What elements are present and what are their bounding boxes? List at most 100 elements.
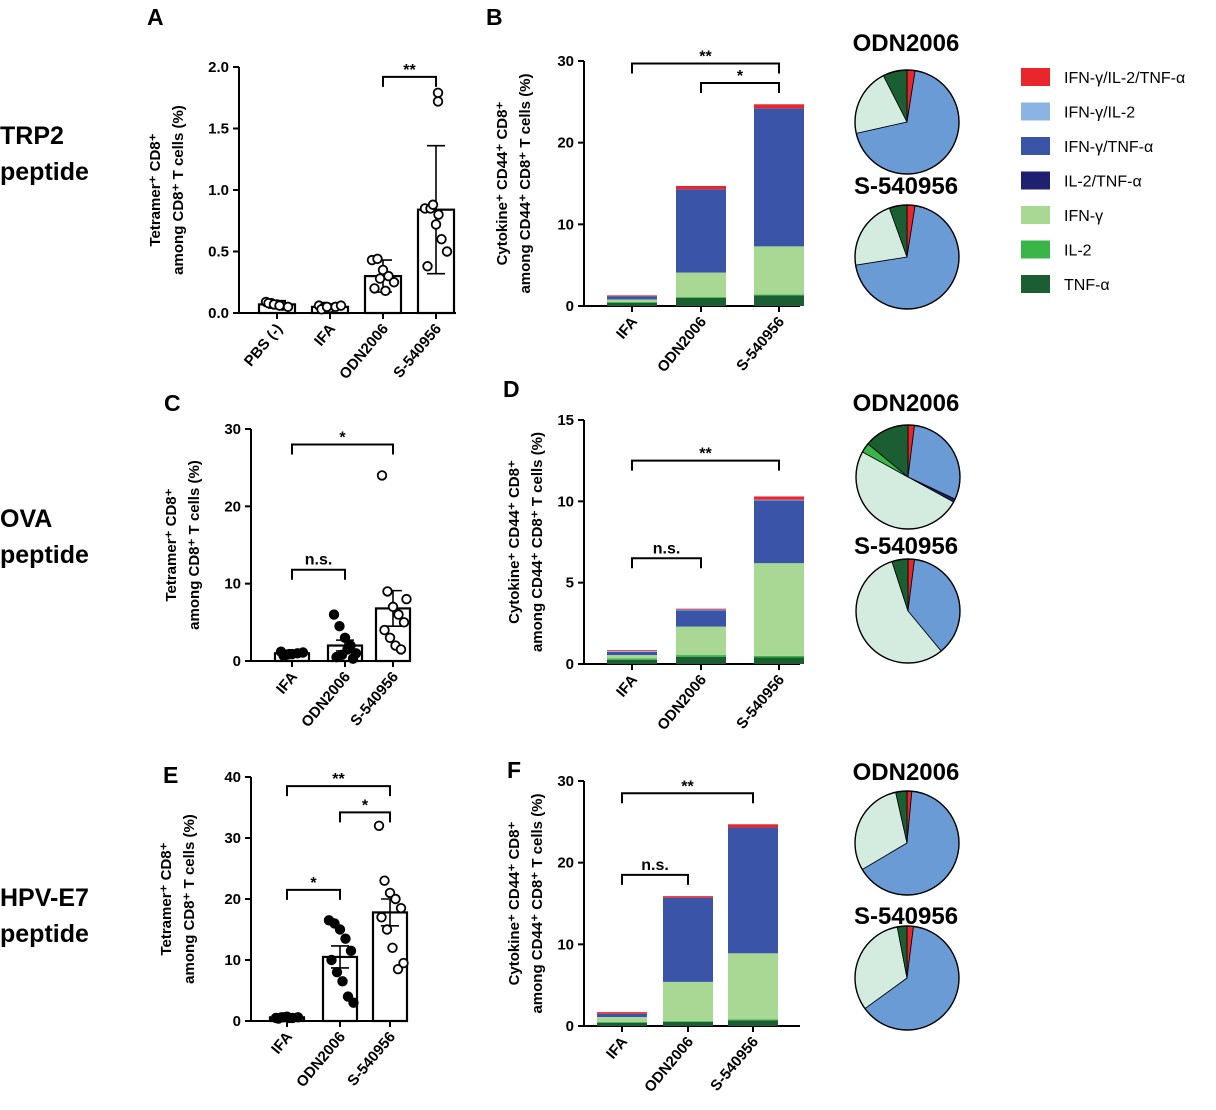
panel-c-significance-label: n.s. bbox=[305, 552, 333, 569]
panel-letter-f: F bbox=[507, 757, 521, 783]
panel-b-stack-segment bbox=[676, 297, 726, 298]
legend-label: TNF-α bbox=[1064, 277, 1110, 294]
panel-d-stack-segment bbox=[754, 657, 804, 664]
panel-c-data-point bbox=[393, 609, 404, 620]
panel-f-stack-segment bbox=[728, 1020, 778, 1026]
panel-b-stack-segment bbox=[607, 301, 657, 303]
panel-a-data-point bbox=[388, 277, 400, 288]
panel-b-stack-segment bbox=[607, 299, 657, 302]
panel-d-cytokine-chart: 0 5 10 15 IFA ODN2006 S-540956 Cytokine⁺ CD44⁺ … bbox=[506, 412, 804, 734]
legend-swatch bbox=[1021, 102, 1050, 121]
panel-a-data-point bbox=[369, 283, 380, 294]
panel-c-data-point bbox=[283, 648, 295, 660]
panel-a-data-point bbox=[274, 300, 285, 311]
panel-d-stack-segment bbox=[676, 609, 726, 611]
panel-b-y-tick-label: 0 bbox=[566, 298, 574, 315]
legend-swatch bbox=[1021, 68, 1050, 86]
panel-c-data-point bbox=[347, 653, 359, 664]
panel-e-significance-label: * bbox=[362, 797, 369, 814]
panel-b-stack-segment bbox=[754, 294, 804, 296]
legend-label: IFN-γ/TNF-α bbox=[1064, 139, 1153, 156]
panel-f-stack-segment bbox=[728, 824, 778, 828]
row-label-trp2: TRP2 bbox=[0, 122, 64, 150]
pie-title: ODN2006 bbox=[853, 759, 960, 786]
panel-b-significance-label: * bbox=[737, 68, 744, 85]
row-label-trp2-sub: peptide bbox=[0, 158, 89, 186]
panel-d-y-tick-label: 10 bbox=[557, 493, 574, 510]
panel-c-data-point bbox=[334, 621, 345, 632]
pie-outline bbox=[854, 69, 960, 175]
pie-title: ODN2006 bbox=[853, 30, 960, 57]
panel-b-category-label: IFA bbox=[613, 314, 641, 343]
panel-b-stack-segment bbox=[754, 104, 804, 109]
panel-f-significance-label: ** bbox=[681, 778, 694, 795]
panel-f-stack-segment bbox=[663, 1021, 713, 1026]
panel-b-stack-segment bbox=[754, 108, 804, 247]
panel-d-significance-label: ** bbox=[699, 446, 712, 463]
panel-c-data-point bbox=[379, 624, 390, 636]
panel-f-y-tick-label: 30 bbox=[557, 773, 574, 790]
panel-a-y-tick-label: 1.0 bbox=[208, 182, 229, 199]
pie-outline bbox=[854, 790, 960, 896]
panel-e-category-label: ODN2006 bbox=[293, 1029, 349, 1091]
panel-f-y-tick-label: 20 bbox=[557, 855, 574, 872]
panel-b-significance-bracket bbox=[631, 62, 780, 74]
panel-letter-a: A bbox=[147, 4, 164, 30]
panel-f-stack-segment bbox=[597, 1017, 647, 1022]
panel-e-data-point bbox=[345, 945, 357, 957]
panel-a-data-point bbox=[436, 233, 447, 245]
legend-label: IL-2 bbox=[1064, 243, 1092, 260]
panel-c-data-point bbox=[398, 617, 410, 628]
panel-a-data-point bbox=[427, 199, 439, 210]
panel-b-significance-label: ** bbox=[699, 48, 712, 65]
panel-e-y-tick-label: 30 bbox=[224, 830, 241, 847]
panel-d-stack-segment bbox=[676, 608, 726, 610]
panel-e-significance-bracket bbox=[286, 785, 391, 797]
panel-a-tetramer-chart: 0.0 0.5 1.0 1.5 2.0 PBS (-) IFAODN2006S-540956… bbox=[147, 59, 456, 383]
panel-d-stack-segment bbox=[676, 610, 726, 627]
pie-outline bbox=[854, 204, 960, 310]
pie-title: S-540956 bbox=[854, 533, 958, 560]
panel-a-category-label: PBS (-) bbox=[241, 321, 286, 370]
panel-e-significance-bracket bbox=[339, 811, 391, 823]
panel-f-y-axis-label: Cytokine⁺ CD44⁺ CD8⁺ bbox=[506, 822, 523, 986]
panel-b-y-tick-label: 30 bbox=[557, 53, 574, 70]
panel-b-y-axis-label: Cytokine⁺ CD44⁺ CD8⁺ bbox=[494, 102, 511, 266]
cytokine-legend: IFN-γ/IL-2/TNF-α IFN-γ/IL-2 IFN-γ/TNF-α IL-… bbox=[1021, 68, 1185, 294]
panel-b-stack-segment bbox=[676, 297, 726, 306]
panel-e-data-point bbox=[348, 997, 359, 1008]
panel-f-stack-segment bbox=[597, 1012, 647, 1014]
panel-d-category-label: IFA bbox=[613, 672, 641, 701]
panel-a-data-point bbox=[433, 209, 444, 220]
panel-a-data-point bbox=[372, 253, 383, 265]
panel-e-data-point bbox=[379, 875, 390, 886]
panel-b-stack-segment bbox=[676, 272, 726, 298]
panel-c-y-tick-label: 20 bbox=[224, 498, 241, 515]
panel-b-category-label: S-540956 bbox=[733, 314, 788, 375]
panel-a-data-point bbox=[441, 246, 453, 257]
panel-b-category-label: ODN2006 bbox=[654, 314, 710, 376]
panel-f-stack-segment bbox=[663, 1021, 713, 1022]
panel-e-y-tick-label: 0 bbox=[233, 1013, 241, 1030]
panel-a-significance-bracket bbox=[382, 75, 437, 87]
panel-d-stack-segment bbox=[754, 499, 804, 501]
legend-swatch bbox=[1021, 206, 1050, 224]
panel-d-stack-segment bbox=[607, 651, 657, 656]
panel-d-stack-segment bbox=[607, 650, 657, 651]
panel-e-y-tick-label: 10 bbox=[224, 952, 241, 969]
panel-d-stack-segment bbox=[607, 658, 657, 660]
panel-d-stack-segment bbox=[676, 626, 726, 656]
panel-c-y-axis-label: Tetramer⁺ CD8⁺ bbox=[163, 488, 180, 601]
panel-c-y-tick-label: 0 bbox=[233, 653, 241, 670]
panel-e-category-label: IFA bbox=[268, 1029, 296, 1058]
panel-e-data-point bbox=[326, 954, 337, 966]
panel-letter-d: D bbox=[503, 376, 520, 402]
panel-f-significance-bracket bbox=[621, 873, 689, 885]
panel-d-y-axis-label-2: among CD44⁺ CD8⁺ T cells (%) bbox=[529, 432, 546, 652]
panel-f-significance-label: n.s. bbox=[641, 857, 669, 874]
panel-b-y-tick-label: 10 bbox=[557, 216, 574, 233]
panel-b-stack-segment bbox=[676, 185, 726, 190]
panel-f-cytokine-chart: 0 10 20 30 IFA ODN2006 S-540956 Cytokine⁺ CD44⁺… bbox=[506, 773, 800, 1096]
panel-d-stack-segment bbox=[754, 655, 804, 658]
panel-a-data-point bbox=[432, 87, 444, 99]
